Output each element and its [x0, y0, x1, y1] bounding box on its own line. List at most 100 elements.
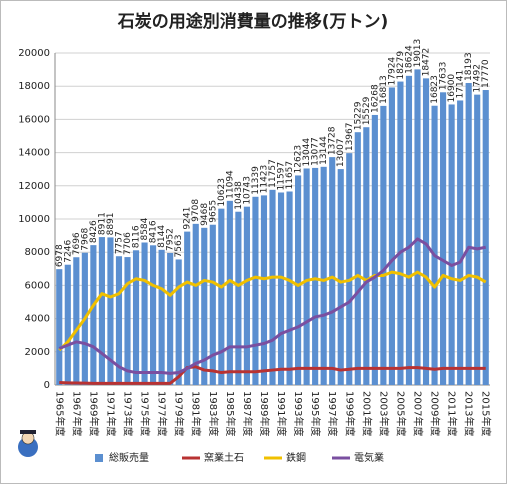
x-tick-label: 1997年度: [326, 391, 339, 436]
x-tick-label: 1979年度: [173, 391, 186, 436]
x-tick-label: 1971年度: [104, 391, 117, 436]
x-tick-label: 1991年度: [275, 391, 288, 436]
data-label: 9708: [191, 199, 201, 222]
x-tick-label: 1965年度: [53, 391, 66, 436]
bar: [218, 208, 225, 385]
bar: [346, 153, 353, 385]
x-tick-label: 2003年度: [377, 391, 390, 436]
data-label: 7563: [174, 235, 184, 258]
data-label: 15229: [353, 101, 363, 130]
x-tick-label: 1999年度: [343, 391, 356, 436]
x-tick-label: 1985年度: [224, 391, 237, 436]
bar: [158, 249, 165, 385]
x-tick-label: 2013年度: [463, 391, 476, 436]
bar: [269, 189, 276, 385]
data-label: 17141: [456, 70, 466, 99]
legend-label: 電気業: [354, 451, 384, 464]
data-label: 13967: [345, 123, 355, 152]
data-label: 7952: [166, 228, 176, 251]
bar: [90, 245, 97, 385]
bar: [260, 195, 268, 385]
bar: [141, 242, 148, 385]
data-label: 8416: [149, 220, 159, 243]
data-label: 10438: [234, 181, 244, 210]
bar: [286, 191, 293, 385]
data-label: 11757: [268, 159, 278, 188]
y-tick-label: 12000: [18, 181, 50, 192]
bar: [73, 257, 80, 385]
x-tick-label: 2005年度: [394, 391, 407, 436]
data-label: 16268: [370, 84, 380, 113]
data-label: 18624: [404, 45, 414, 74]
data-label: 15529: [362, 96, 372, 125]
chart-title: 石炭の用途別消費量の推移(万トン): [117, 11, 389, 32]
x-tick-label: 2009年度: [429, 391, 442, 436]
x-tick-label: 1995年度: [309, 391, 322, 436]
bar: [440, 92, 447, 385]
bar: [388, 87, 395, 385]
y-tick-label: 10000: [18, 214, 50, 225]
bar: [457, 100, 464, 385]
data-label: 18193: [464, 52, 474, 81]
bar: [192, 223, 199, 385]
bar: [226, 200, 233, 385]
bar: [371, 114, 378, 385]
data-label: 7706: [123, 232, 133, 255]
bar: [329, 157, 336, 385]
data-label: 16900: [447, 74, 457, 103]
data-label: 10743: [242, 176, 252, 205]
x-tick-label: 2007年度: [412, 391, 425, 436]
data-label: 17770: [481, 59, 491, 88]
bar: [303, 168, 310, 385]
legend-swatch: [95, 454, 103, 462]
data-label: 9655: [208, 200, 218, 223]
bar: [107, 237, 114, 385]
bar: [115, 256, 123, 385]
data-label: 19013: [413, 39, 423, 68]
data-label: 16813: [379, 75, 389, 104]
y-tick-label: 16000: [18, 114, 50, 125]
x-tick-label: 1969年度: [87, 391, 100, 436]
y-tick-label: 20000: [18, 48, 50, 59]
bar: [354, 132, 361, 385]
bar: [337, 169, 344, 385]
data-label: 17492: [473, 64, 483, 93]
bar: [167, 252, 174, 385]
bar: [448, 104, 455, 386]
x-tick-label: 1967年度: [70, 391, 83, 436]
data-label: 11339: [251, 166, 261, 195]
bar: [277, 192, 285, 385]
bar: [64, 264, 71, 385]
bar: [465, 82, 472, 385]
data-label: 17633: [439, 62, 449, 91]
bar: [414, 69, 421, 385]
x-tick-label: 1987年度: [241, 391, 254, 436]
data-label: 13044: [302, 138, 312, 167]
legend-label: 窯業土石: [204, 451, 244, 464]
data-label: 9241: [183, 207, 193, 230]
bar: [98, 237, 105, 385]
y-tick-label: 0: [44, 380, 50, 391]
bar: [56, 269, 63, 385]
data-label: 8426: [89, 220, 99, 243]
y-tick-label: 4000: [25, 314, 50, 325]
y-tick-label: 18000: [18, 81, 50, 92]
data-label: 6978: [55, 244, 65, 267]
data-label: 10623: [217, 178, 227, 207]
mascot-icon: [18, 430, 38, 457]
data-label: 7968: [80, 228, 90, 251]
data-label: 13728: [328, 126, 338, 155]
data-label: 11423: [259, 165, 269, 194]
data-label: 16823: [430, 75, 440, 104]
data-label: 8911: [97, 212, 107, 235]
bar: [482, 90, 489, 385]
data-label: 11094: [225, 170, 235, 199]
y-tick-label: 8000: [25, 247, 50, 258]
bar: [175, 259, 182, 385]
data-label: 13077: [311, 137, 321, 166]
data-label: 18472: [422, 48, 432, 77]
bar: [422, 78, 430, 385]
data-label: 7757: [114, 231, 124, 254]
data-label: 12623: [294, 145, 304, 174]
